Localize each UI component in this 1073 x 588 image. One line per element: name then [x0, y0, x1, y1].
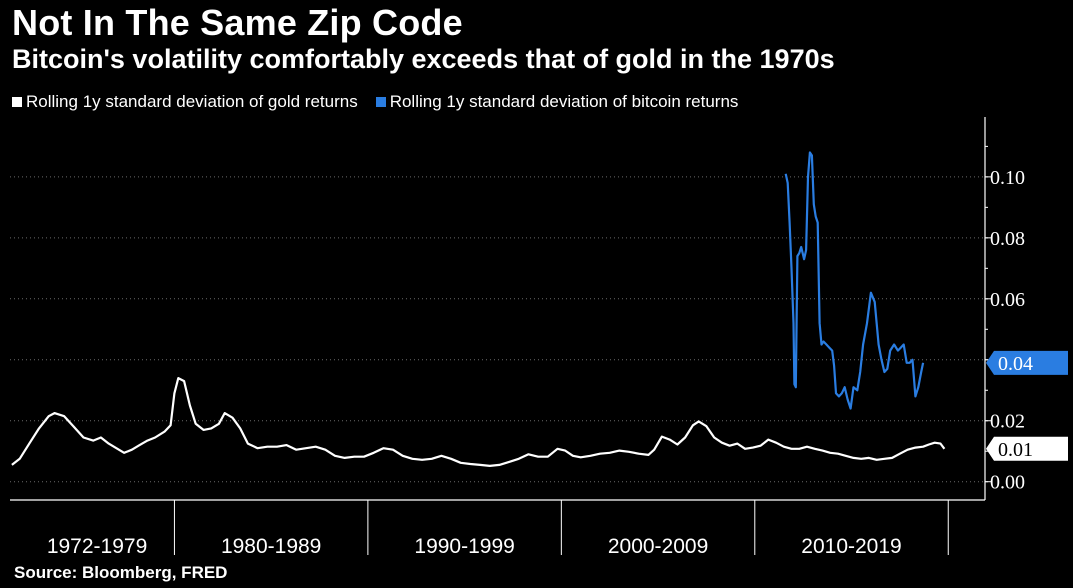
last-value-badge-bitcoin — [986, 350, 1068, 375]
legend-swatch-bitcoin — [375, 97, 386, 107]
chart-subtitle: Bitcoin's volatility comfortably exceeds… — [12, 44, 835, 74]
legend-item-bitcoin: Rolling 1y standard deviation of bitcoin… — [375, 92, 739, 112]
series-line-bitcoin — [784, 151, 925, 410]
y-tick-label: 0.06 — [990, 289, 1025, 311]
last-value-label-bitcoin: 0.04 — [998, 353, 1033, 375]
x-tick-label: 1972-1979 — [47, 535, 147, 558]
y-tick-label: 0.10 — [990, 167, 1025, 189]
y-tick-label: 0.02 — [990, 411, 1025, 433]
x-tick-label: 1990-1999 — [414, 535, 514, 558]
last-value-label-gold: 0.01 — [998, 439, 1033, 461]
x-tick-label: 2010-2019 — [801, 535, 901, 558]
series-line-gold — [11, 377, 946, 467]
source-note: Source: Bloomberg, FRED — [14, 563, 228, 582]
x-tick-label: 1980-1989 — [221, 535, 321, 558]
legend-label-gold: Rolling 1y standard deviation of gold re… — [26, 92, 358, 111]
x-tick-label: 2000-2009 — [608, 535, 708, 558]
chart-title: Not In The Same Zip Code — [12, 2, 463, 43]
legend: Rolling 1y standard deviation of gold re… — [12, 92, 738, 112]
y-tick-label: 0.00 — [990, 472, 1025, 494]
last-value-badge-gold — [986, 436, 1068, 461]
legend-swatch-gold — [12, 97, 22, 107]
legend-label-bitcoin: Rolling 1y standard deviation of bitcoin… — [389, 92, 739, 111]
legend-item-gold: Rolling 1y standard deviation of gold re… — [12, 92, 358, 112]
y-tick-label: 0.08 — [990, 228, 1025, 250]
